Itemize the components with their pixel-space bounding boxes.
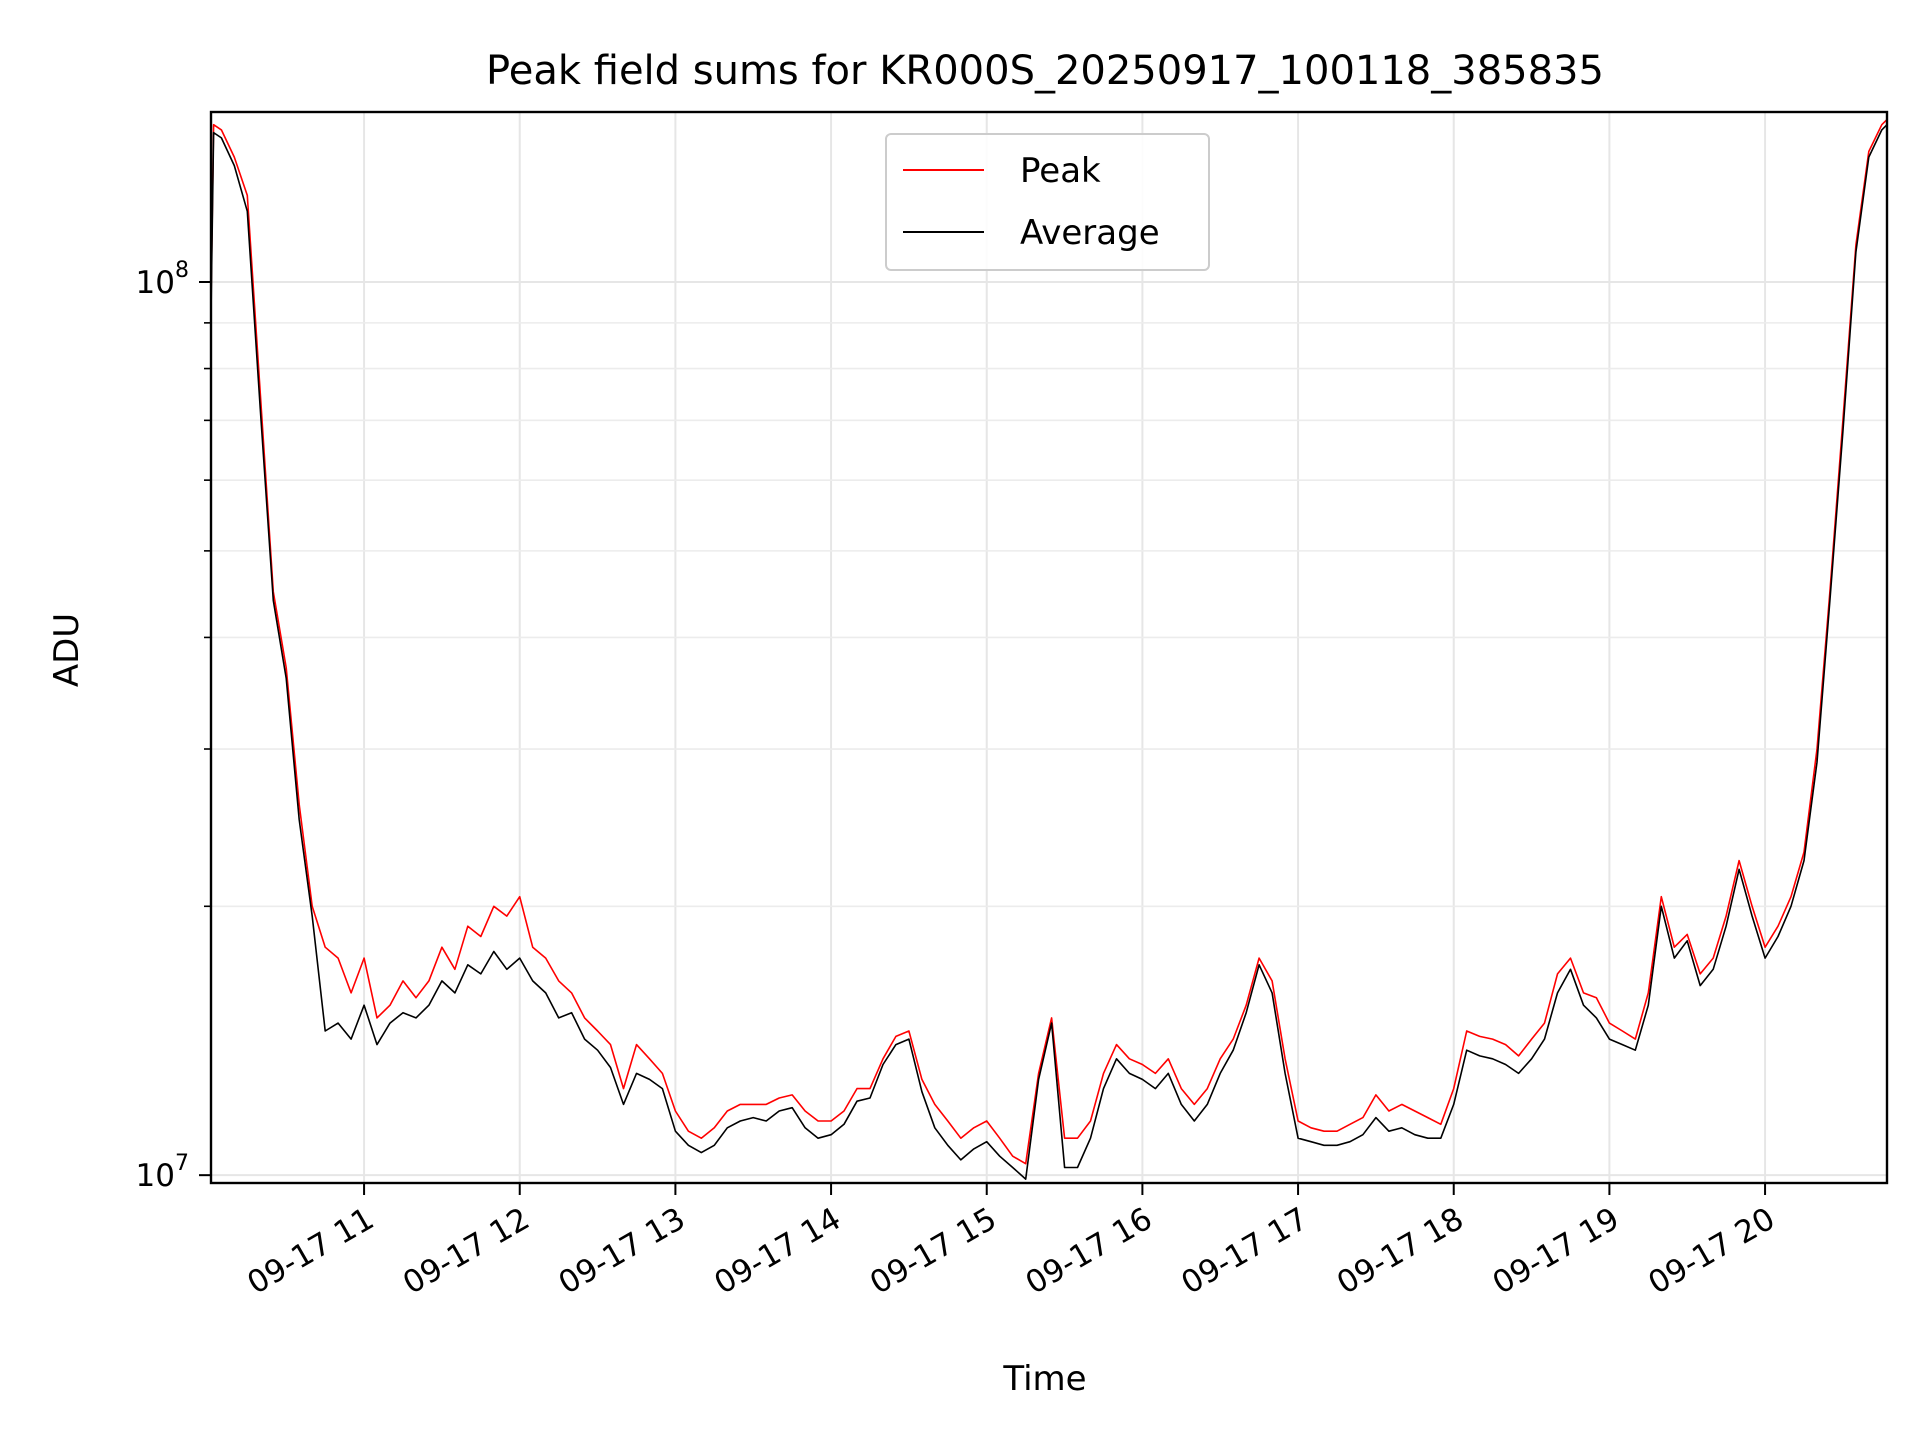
legend: Peak Average <box>885 133 1210 271</box>
y-tick-label: 107 <box>136 1151 189 1194</box>
y-axis-label: ADU <box>47 613 87 687</box>
grid <box>211 112 1887 1183</box>
y-tick-base: 10 <box>136 1158 175 1194</box>
legend-box <box>885 133 1210 271</box>
y-tick-exponent: 8 <box>175 258 189 283</box>
series-layer <box>210 119 1888 1180</box>
series-line-average <box>210 124 1888 1180</box>
legend-label-average: Average <box>1020 213 1160 253</box>
legend-label-peak: Peak <box>1020 151 1101 191</box>
series-line-peak <box>210 119 1888 1165</box>
chart-title: Peak field sums for KR000S_20250917_1001… <box>486 48 1604 94</box>
plot-area <box>209 110 1889 1185</box>
y-tick-base: 10 <box>136 265 175 301</box>
x-axis-label: Time <box>1002 1359 1086 1399</box>
y-tick-label: 108 <box>136 258 189 301</box>
y-tick-exponent: 7 <box>175 1151 189 1176</box>
